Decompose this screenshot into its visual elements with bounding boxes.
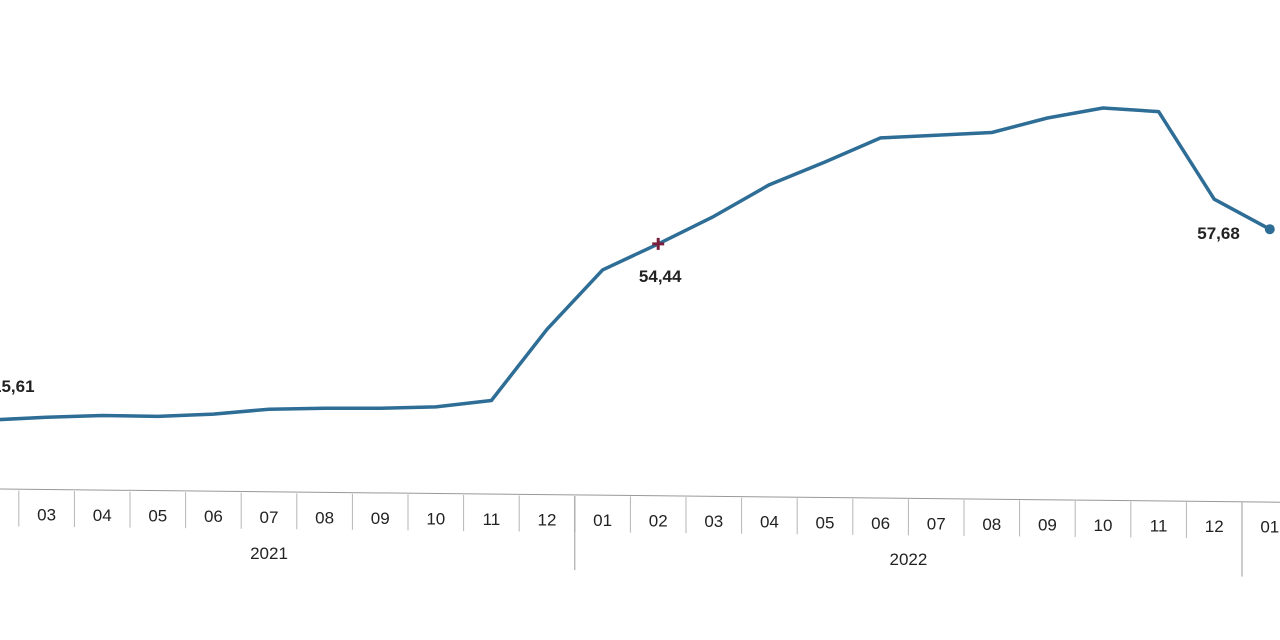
- x-tick-label: 02: [649, 512, 668, 531]
- series-line-group: [0, 106, 1275, 422]
- x-tick-label: 11: [1150, 517, 1168, 536]
- x-tick-label: 06: [204, 507, 223, 526]
- series-line: [0, 106, 1272, 422]
- x-tick-label: 04: [93, 506, 112, 525]
- year-label: 2022: [889, 550, 927, 569]
- x-tick-label: 03: [704, 512, 723, 531]
- year-label: 2021: [250, 544, 288, 563]
- data-label: 15,61: [0, 377, 35, 396]
- x-tick-label: 01: [593, 511, 612, 530]
- x-tick-label: 11: [483, 510, 501, 529]
- data-label: 54,44: [639, 267, 682, 286]
- data-label: 57,68: [1197, 224, 1240, 243]
- x-tick-label: 03: [37, 506, 56, 525]
- x-tick-label: 05: [816, 513, 835, 532]
- x-tick-label: 01: [1260, 518, 1279, 537]
- x-tick-label: 05: [148, 507, 167, 526]
- x-tick-label: 12: [1205, 517, 1224, 536]
- data-point-marker: [1264, 224, 1275, 235]
- x-tick-label: 08: [315, 508, 334, 527]
- x-tick-label: 12: [538, 511, 557, 530]
- data-point-marker: [652, 237, 665, 250]
- x-tick-label: 08: [982, 515, 1001, 534]
- x-tick-label: 04: [760, 513, 779, 532]
- x-tick-label: 06: [871, 514, 890, 533]
- x-axis-line: [0, 488, 1280, 503]
- x-tick-label: 07: [260, 508, 279, 527]
- x-tick-label: 07: [927, 514, 946, 533]
- x-tick-label: 10: [1094, 516, 1113, 535]
- x-axis: 0203040506070809101112010203040506070809…: [0, 488, 1280, 577]
- x-tick-label: 09: [371, 509, 390, 528]
- data-label-group: 15,61 54,44 57,68: [0, 224, 1240, 396]
- x-tick-label: 10: [426, 509, 445, 528]
- x-tick-label: 09: [1038, 515, 1057, 534]
